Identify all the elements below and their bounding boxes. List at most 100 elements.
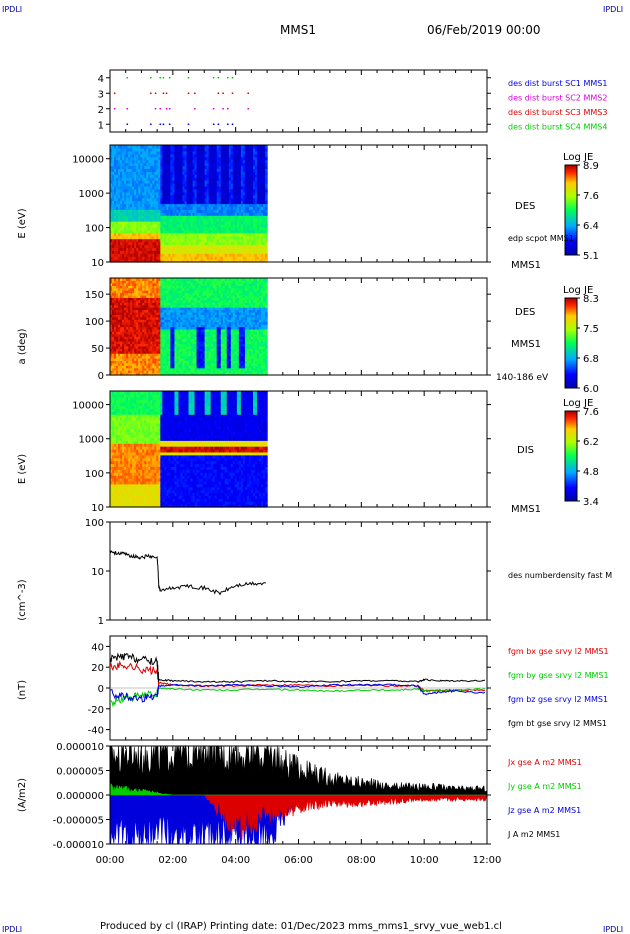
spectro-cell (146, 212, 149, 216)
spectro-cell (202, 209, 206, 213)
spectro-cell (156, 338, 159, 342)
spectro-cell (206, 191, 210, 196)
spectro-cell (150, 238, 153, 243)
burst-point (162, 76, 165, 79)
spectro-cell (178, 203, 182, 208)
spectro-cell (158, 353, 161, 357)
spectro-cell (232, 232, 236, 237)
spectro-cell (158, 343, 161, 347)
spectro-cell (128, 147, 131, 152)
spectro-cell (174, 174, 178, 178)
spectro-cell (136, 156, 139, 161)
spectro-cell (138, 304, 141, 308)
spectro-cell (172, 206, 176, 210)
spectro-cell (128, 150, 131, 155)
spectro-cell (136, 180, 139, 184)
spectro-cell (120, 324, 123, 328)
spectro-cell (178, 321, 182, 325)
spectro-cell (234, 165, 238, 169)
spectro-cell (230, 168, 234, 172)
spectro-cell (234, 247, 238, 251)
spectro-cell (226, 247, 230, 251)
spectro-cell (118, 212, 121, 216)
spectro-cell (214, 191, 218, 196)
spectro-cell (144, 348, 147, 352)
spectro-cell (150, 365, 153, 369)
spectro-cell (226, 206, 230, 210)
spectro-cell (140, 341, 143, 345)
spectro-cell (160, 197, 163, 202)
spectro-cell (184, 188, 188, 193)
spectro-cell (112, 212, 115, 216)
spectro-cell (112, 183, 115, 187)
spectro-cell (164, 350, 167, 354)
spectro-cell (162, 350, 165, 354)
spectro-cell (136, 212, 139, 216)
spectro-cell (174, 229, 178, 234)
spectro-cell (202, 150, 206, 155)
spectro-cell (200, 209, 204, 213)
spectro-cell (122, 307, 125, 311)
spectro-cell (110, 287, 113, 291)
spectro-cell (206, 162, 210, 167)
spectro-cell (124, 355, 127, 359)
spectro-cell (140, 229, 143, 234)
spectro-cell (255, 203, 258, 208)
spectro-cell (216, 188, 220, 193)
spectro-cell (214, 150, 218, 155)
spectro-cell (154, 174, 157, 178)
spectro-cell (142, 372, 145, 376)
spectro-cell (148, 153, 151, 158)
spectro-cell (220, 229, 224, 234)
spectro-cell (178, 194, 182, 199)
spectro-cell (252, 226, 256, 231)
spectro-cell (236, 156, 240, 161)
spectro-cell (150, 232, 153, 237)
spectro-cell (136, 299, 139, 303)
spectro-cell (110, 168, 113, 172)
spectro-cell (144, 294, 147, 298)
spectro-cell (190, 191, 194, 196)
spectro-cell (128, 209, 131, 213)
spectro-cell (148, 159, 151, 164)
spectro-cell (186, 285, 190, 289)
spectro-cell (152, 338, 155, 342)
spectro-cell (259, 156, 262, 161)
spectro-cell (198, 259, 202, 263)
spectro-cell (242, 194, 246, 199)
spectro-cell (156, 253, 159, 257)
spectro-cell (261, 185, 264, 190)
spectro-cell (240, 188, 244, 193)
spectro-cell (146, 241, 149, 246)
spectro-cell (164, 307, 167, 311)
spectro-cell (118, 324, 121, 328)
spectro-cell (136, 218, 139, 222)
spectro-cell (184, 223, 188, 228)
spectro-cell (265, 197, 268, 202)
spectro-cell (178, 165, 182, 169)
spectro-cell (216, 253, 220, 257)
spectro-cell (200, 159, 204, 164)
spectro-cell (154, 292, 157, 296)
spectro-cell (248, 185, 252, 190)
spectro-cell (232, 203, 236, 208)
spectro-cell (140, 191, 143, 196)
spectro-cell (238, 159, 242, 164)
spectro-cell (257, 150, 260, 155)
spectro-cell (176, 250, 180, 254)
spectro-cell (180, 348, 184, 352)
spectro-cell (242, 256, 246, 260)
spectro-cell (146, 221, 149, 225)
spectro-cell (124, 215, 127, 219)
spectro-cell (122, 197, 125, 202)
spectro-cell (246, 215, 250, 219)
spectro-cell (110, 370, 113, 374)
spectro-cell (188, 331, 192, 335)
spectro-cell (122, 168, 125, 172)
spectro-cell (182, 188, 186, 193)
spectro-cell (178, 360, 182, 364)
panel-2-colorbar-tick-label: 7.6 (583, 191, 599, 202)
spectro-cell (188, 232, 192, 237)
spectro-cell (148, 165, 151, 169)
spectro-cell (252, 162, 256, 167)
